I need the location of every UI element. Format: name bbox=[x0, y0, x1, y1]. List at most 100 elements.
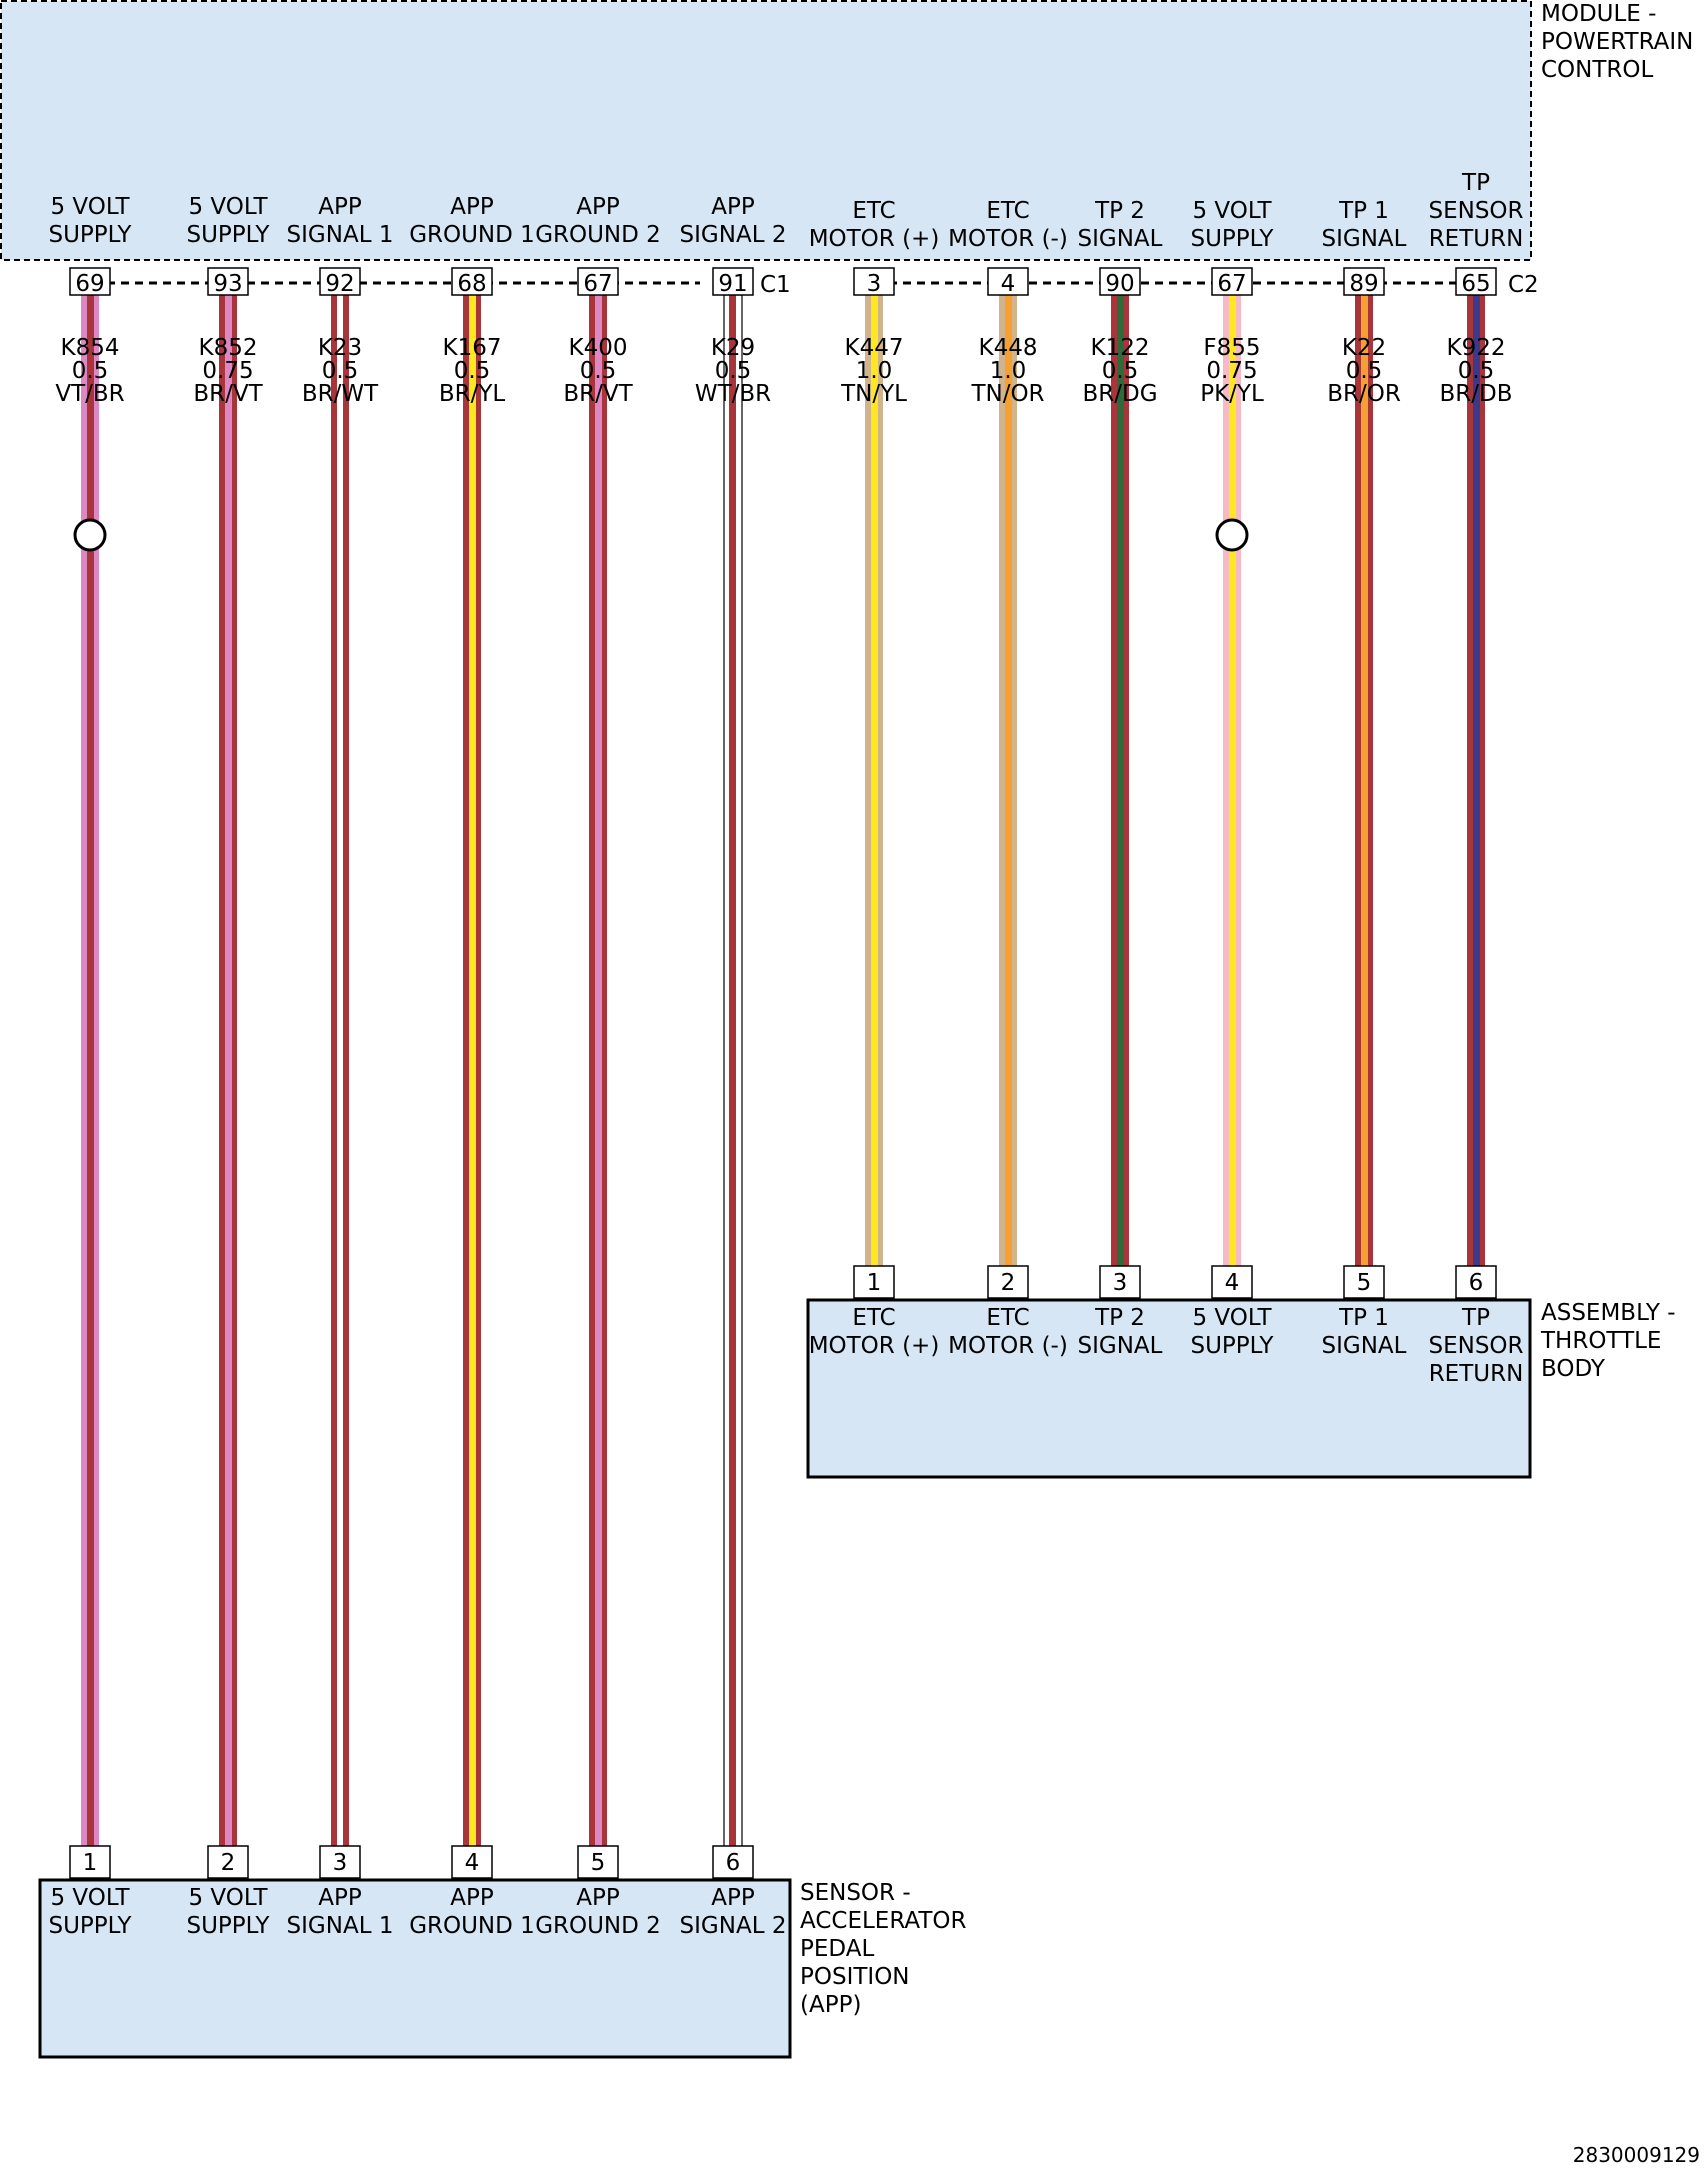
pin-top-number: 93 bbox=[213, 271, 242, 297]
app-label-line-3: PEDAL bbox=[800, 1936, 874, 1962]
pin-top-box bbox=[319, 267, 361, 296]
component-pin-label: 5 VOLT bbox=[1192, 1305, 1272, 1331]
wire-gauge: 1.0 bbox=[990, 358, 1027, 384]
wire-stripe-k852 bbox=[225, 295, 232, 1848]
pin-top-box bbox=[987, 267, 1029, 296]
wire-gauge: 1.0 bbox=[856, 358, 893, 384]
pin-top-number: 65 bbox=[1461, 271, 1490, 297]
circuit-number: K23 bbox=[318, 335, 362, 361]
pcm-label-line-3: CONTROL bbox=[1541, 57, 1654, 83]
circuit-number: F855 bbox=[1203, 335, 1260, 361]
pcm-pin-label: MOTOR (-) bbox=[948, 226, 1068, 252]
pin-top-number: 89 bbox=[1349, 271, 1378, 297]
pcm-pin-label: SUPPLY bbox=[49, 222, 133, 248]
circuit-number: K448 bbox=[979, 335, 1038, 361]
component-pin-label: SIGNAL 2 bbox=[680, 1913, 787, 1939]
wire-stripe-f855 bbox=[1229, 295, 1236, 1268]
pin-top-box bbox=[577, 267, 619, 296]
wire-gauge: 0.75 bbox=[1206, 358, 1257, 384]
pcm-pin-label: RETURN bbox=[1429, 226, 1524, 252]
wire-gauge: 0.5 bbox=[580, 358, 617, 384]
wire-stripe-k447 bbox=[871, 295, 878, 1268]
app-label-line-4: POSITION bbox=[800, 1964, 910, 1990]
wire-stripe-k23 bbox=[337, 295, 343, 1848]
circuit-number: K167 bbox=[443, 335, 502, 361]
pin-bottom-box bbox=[319, 1845, 361, 1879]
throttle-label-line-3: BODY bbox=[1541, 1356, 1606, 1382]
pin-bottom-number: 1 bbox=[83, 1850, 98, 1876]
pin-bottom-box bbox=[69, 1845, 111, 1879]
wire-stripe-k167 bbox=[469, 295, 476, 1848]
wire-gauge: 0.5 bbox=[1458, 358, 1495, 384]
pcm-pin-label: TP 2 bbox=[1094, 198, 1145, 224]
pcm-pin-label: APP bbox=[711, 194, 755, 220]
pcm-box bbox=[0, 0, 1532, 261]
pin-top-box bbox=[1343, 267, 1385, 296]
wire-gauge: 0.5 bbox=[72, 358, 109, 384]
pcm-pin-label: GROUND 1 bbox=[409, 222, 535, 248]
component-pin-label: 5 VOLT bbox=[188, 1885, 268, 1911]
pin-top-box bbox=[69, 267, 111, 296]
circuit-number: K447 bbox=[845, 335, 904, 361]
component-pin-label: ETC bbox=[852, 1305, 895, 1331]
pin-bottom-number: 4 bbox=[465, 1850, 480, 1876]
pcm-pin-label: ETC bbox=[852, 198, 895, 224]
component-pin-label: MOTOR (+) bbox=[809, 1333, 940, 1359]
pin-bottom-box bbox=[1099, 1265, 1141, 1299]
throttle-body-box bbox=[806, 1298, 1532, 1479]
wire-color-code: TN/YL bbox=[840, 381, 907, 407]
pin-top-number: 67 bbox=[1217, 271, 1246, 297]
pcm-pin-label: TP 1 bbox=[1338, 198, 1389, 224]
component-pin-label: GROUND 1 bbox=[409, 1913, 535, 1939]
powertrain-control-module bbox=[0, 0, 1532, 261]
component-pin-label: SIGNAL bbox=[1322, 1333, 1407, 1359]
component-pin-label: SUPPLY bbox=[1191, 1333, 1275, 1359]
pin-bottom-number: 2 bbox=[1001, 1270, 1016, 1296]
pcm-pin-label: APP bbox=[450, 194, 494, 220]
app-label-line-5: (APP) bbox=[800, 1992, 861, 2018]
pin-top-box bbox=[1099, 267, 1141, 296]
component-pin-label: SUPPLY bbox=[187, 1913, 271, 1939]
circuit-number: K29 bbox=[711, 335, 755, 361]
component-pin-label: APP bbox=[450, 1885, 494, 1911]
pcm-pin-label: SIGNAL bbox=[1322, 226, 1407, 252]
wire-color-code: BR/WT bbox=[302, 381, 379, 407]
wire-color-code: VT/BR bbox=[55, 381, 124, 407]
pcm-label-line-1: MODULE - bbox=[1541, 1, 1656, 27]
component-pin-label: TP bbox=[1461, 1305, 1490, 1331]
app-sensor-box bbox=[38, 1878, 792, 2059]
wire-color-code: BR/DG bbox=[1082, 381, 1157, 407]
component-pin-label: APP bbox=[576, 1885, 620, 1911]
circuit-number: K122 bbox=[1091, 335, 1150, 361]
wire-color-code: BR/OR bbox=[1327, 381, 1401, 407]
connector-c2-label: C2 bbox=[1508, 272, 1539, 298]
component-pin-label: MOTOR (-) bbox=[948, 1333, 1068, 1359]
component-pin-label: GROUND 2 bbox=[535, 1913, 661, 1939]
pin-bottom-number: 2 bbox=[221, 1850, 236, 1876]
wire-color-code: BR/VT bbox=[193, 381, 263, 407]
pin-bottom-number: 5 bbox=[591, 1850, 606, 1876]
throttle-label-line-1: ASSEMBLY - bbox=[1541, 1300, 1676, 1326]
circuit-number: K922 bbox=[1447, 335, 1506, 361]
component-pin-label: RETURN bbox=[1429, 1361, 1524, 1387]
pin-top-number: 68 bbox=[457, 271, 486, 297]
pcm-pin-label: APP bbox=[318, 194, 362, 220]
pcm-label-line-2: POWERTRAIN bbox=[1541, 29, 1693, 55]
wire-stripe-k854 bbox=[87, 295, 94, 1848]
pcm-pin-label: ETC bbox=[986, 198, 1029, 224]
splice-circle bbox=[73, 518, 107, 552]
wire-stripe-k29 bbox=[729, 295, 736, 1848]
pin-top-number: 91 bbox=[718, 271, 747, 297]
pin-top-number: 69 bbox=[75, 271, 104, 297]
component-pin-label: TP 1 bbox=[1338, 1305, 1389, 1331]
pin-bottom-box bbox=[577, 1845, 619, 1879]
component-pin-label: APP bbox=[318, 1885, 362, 1911]
circuit-number: K852 bbox=[199, 335, 258, 361]
pin-bottom-number: 6 bbox=[1469, 1270, 1484, 1296]
pcm-pin-label: SIGNAL 1 bbox=[287, 222, 394, 248]
pcm-pin-label: GROUND 2 bbox=[535, 222, 661, 248]
pin-top-box bbox=[207, 267, 249, 296]
pin-bottom-box bbox=[1343, 1265, 1385, 1299]
pin-bottom-box bbox=[1211, 1265, 1253, 1299]
wire-stripe-k448 bbox=[1005, 295, 1012, 1268]
